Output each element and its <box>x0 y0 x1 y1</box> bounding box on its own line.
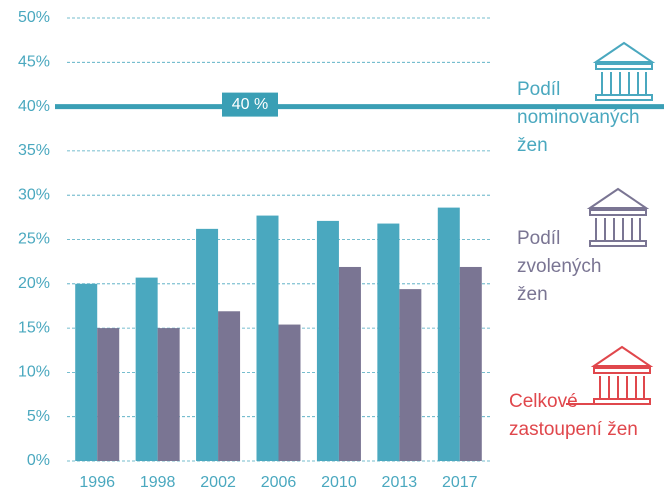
x-tick-label: 1996 <box>79 474 115 491</box>
bar <box>399 289 422 461</box>
x-tick-label: 2017 <box>442 474 478 491</box>
bar <box>459 266 482 461</box>
y-tick-label: 50% <box>18 9 50 26</box>
bar <box>338 266 361 461</box>
y-tick-label: 20% <box>18 275 50 292</box>
y-tick-label: 25% <box>18 231 50 248</box>
y-tick-label: 35% <box>18 142 50 159</box>
bar <box>377 223 400 461</box>
bar <box>75 283 98 461</box>
bar <box>97 328 120 461</box>
icon-nominated <box>592 41 656 101</box>
reference-label-box <box>222 92 278 117</box>
legend-entry: Podíl nominovaných žen <box>517 79 640 156</box>
y-tick-label: 10% <box>18 364 50 381</box>
y-tick-label: 40% <box>18 98 50 115</box>
legend-entry: Podíl zvolených žen <box>517 228 602 305</box>
x-tick-label: 2002 <box>200 474 236 491</box>
icon-total <box>566 345 654 405</box>
y-tick-label: 45% <box>18 54 50 71</box>
bar <box>437 207 460 461</box>
x-tick-label: 2006 <box>261 474 297 491</box>
bar <box>135 277 158 461</box>
bar <box>256 215 279 461</box>
x-tick-label: 2010 <box>321 474 357 491</box>
bar <box>157 328 180 461</box>
y-tick-label: 30% <box>18 186 50 203</box>
bar <box>218 311 241 461</box>
reference-label: 40 % <box>232 96 268 113</box>
y-tick-label: 0% <box>27 452 50 469</box>
icon-elected <box>586 187 650 247</box>
bar <box>316 220 339 461</box>
y-tick-label: 15% <box>18 319 50 336</box>
x-tick-label: 2013 <box>382 474 418 491</box>
legend-entry: Celkové zastoupení žen <box>509 391 638 440</box>
bar <box>278 324 301 461</box>
bar <box>196 228 219 461</box>
y-tick-label: 5% <box>27 408 50 425</box>
x-tick-label: 1998 <box>140 474 176 491</box>
